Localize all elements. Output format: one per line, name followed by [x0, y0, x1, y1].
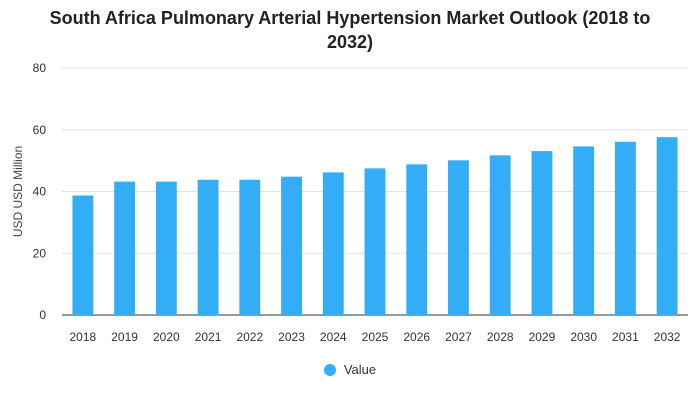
- bar-2028[interactable]: [489, 155, 511, 315]
- bar-2025[interactable]: [364, 168, 386, 315]
- bar-2031[interactable]: [614, 141, 636, 315]
- y-tick-labels: 0 20 40 60 80: [33, 61, 47, 322]
- x-tick-label: 2030: [570, 330, 597, 344]
- legend-swatch: [323, 363, 336, 376]
- x-tick-label: 2019: [111, 330, 138, 344]
- y-tick-label: 60: [33, 123, 47, 137]
- x-tick-labels: 2018 2019 2020 2021 2022 2023 2024 2025 2026 2027…: [70, 330, 681, 344]
- bar-2029[interactable]: [531, 151, 553, 315]
- bar-2019[interactable]: [114, 181, 136, 315]
- x-tick-label: 2021: [195, 330, 222, 344]
- y-tick-label: 0: [39, 308, 46, 322]
- x-tick-label: 2018: [70, 330, 97, 344]
- chart-title: South Africa Pulmonary Arterial Hyperten…: [49, 8, 651, 52]
- x-tick-label: 2029: [529, 330, 556, 344]
- bar-2030[interactable]: [573, 146, 595, 315]
- x-tick-label: 2023: [278, 330, 305, 344]
- x-tick-label: 2028: [487, 330, 514, 344]
- bar-2022[interactable]: [239, 179, 261, 315]
- y-axis-title: USD USD Million: [11, 146, 25, 237]
- x-tick-label: 2031: [612, 330, 639, 344]
- x-tick-label: 2020: [153, 330, 180, 344]
- x-tick-label: 2032: [654, 330, 681, 344]
- x-tick-label: 2025: [362, 330, 389, 344]
- x-tick-label: 2024: [320, 330, 347, 344]
- bar-2021[interactable]: [197, 179, 219, 315]
- legend: Value: [0, 362, 700, 377]
- legend-label[interactable]: Value: [343, 362, 377, 377]
- x-tick-label: 2026: [403, 330, 430, 344]
- y-tick-label: 20: [33, 246, 47, 260]
- y-tick-label: 40: [33, 185, 47, 199]
- bar-2020[interactable]: [155, 181, 177, 315]
- bar-2027[interactable]: [448, 160, 469, 315]
- bar-2024[interactable]: [322, 172, 344, 315]
- y-tick-label: 80: [33, 61, 47, 75]
- bar-2026[interactable]: [406, 164, 428, 315]
- bars: [72, 137, 678, 315]
- bar-2032[interactable]: [656, 137, 678, 315]
- x-tick-label: 2027: [445, 330, 472, 344]
- x-tick-label: 2022: [236, 330, 263, 344]
- bar-2023[interactable]: [281, 176, 302, 315]
- bar-2018[interactable]: [72, 195, 94, 315]
